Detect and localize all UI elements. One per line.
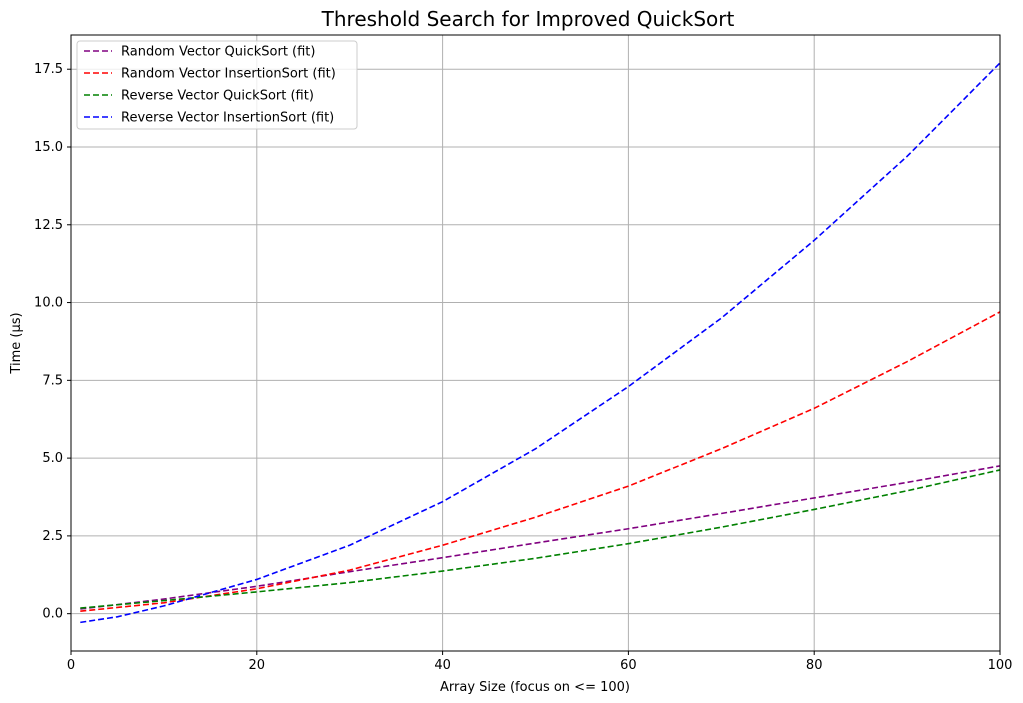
y-tick-label: 7.5: [42, 373, 63, 388]
series-line-1: [80, 465, 1001, 610]
y-tick-label: 2.5: [42, 529, 63, 544]
legend-entry: Random Vector InsertionSort (fit): [121, 67, 336, 82]
series-line-2: [80, 311, 1001, 612]
y-tick-label: 15.0: [34, 140, 63, 155]
x-tick-label: 80: [806, 658, 823, 673]
x-tick-label: 0: [67, 658, 75, 673]
legend-entry: Random Vector QuickSort (fit): [121, 45, 315, 60]
series-lines: [80, 62, 1001, 624]
x-ticks: 0 20 40 60 80 100: [67, 651, 1013, 673]
legend-box: [76, 40, 358, 130]
chart-title: Threshold Search for Improved QuickSort: [321, 7, 735, 31]
y-ticks: 0.0 2.5 5.0 7.5 10.0 12.5 15.0 17.5: [34, 62, 71, 622]
series-line-3: [80, 469, 1001, 609]
x-tick-label: 40: [434, 658, 451, 673]
y-tick-label: 5.0: [42, 451, 63, 466]
x-tick-label: 60: [620, 658, 637, 673]
series-line-4: [80, 62, 1001, 624]
plot-frame: [70, 34, 1001, 652]
y-tick-label: 10.0: [34, 296, 63, 311]
legend-entry: Reverse Vector QuickSort (fit): [121, 89, 314, 104]
x-axis-label: Array Size (focus on <= 100): [440, 680, 630, 695]
x-tick-label: 20: [249, 658, 266, 673]
y-tick-label: 17.5: [34, 62, 63, 77]
y-axis-label: Time (µs): [9, 312, 24, 374]
y-tick-label: 0.0: [42, 607, 63, 622]
legend-entry: Reverse Vector InsertionSort (fit): [121, 111, 334, 126]
x-tick-label: 100: [988, 658, 1013, 673]
y-tick-label: 12.5: [34, 218, 63, 233]
legend: Random Vector QuickSort (fit) Random Vect…: [76, 40, 358, 130]
